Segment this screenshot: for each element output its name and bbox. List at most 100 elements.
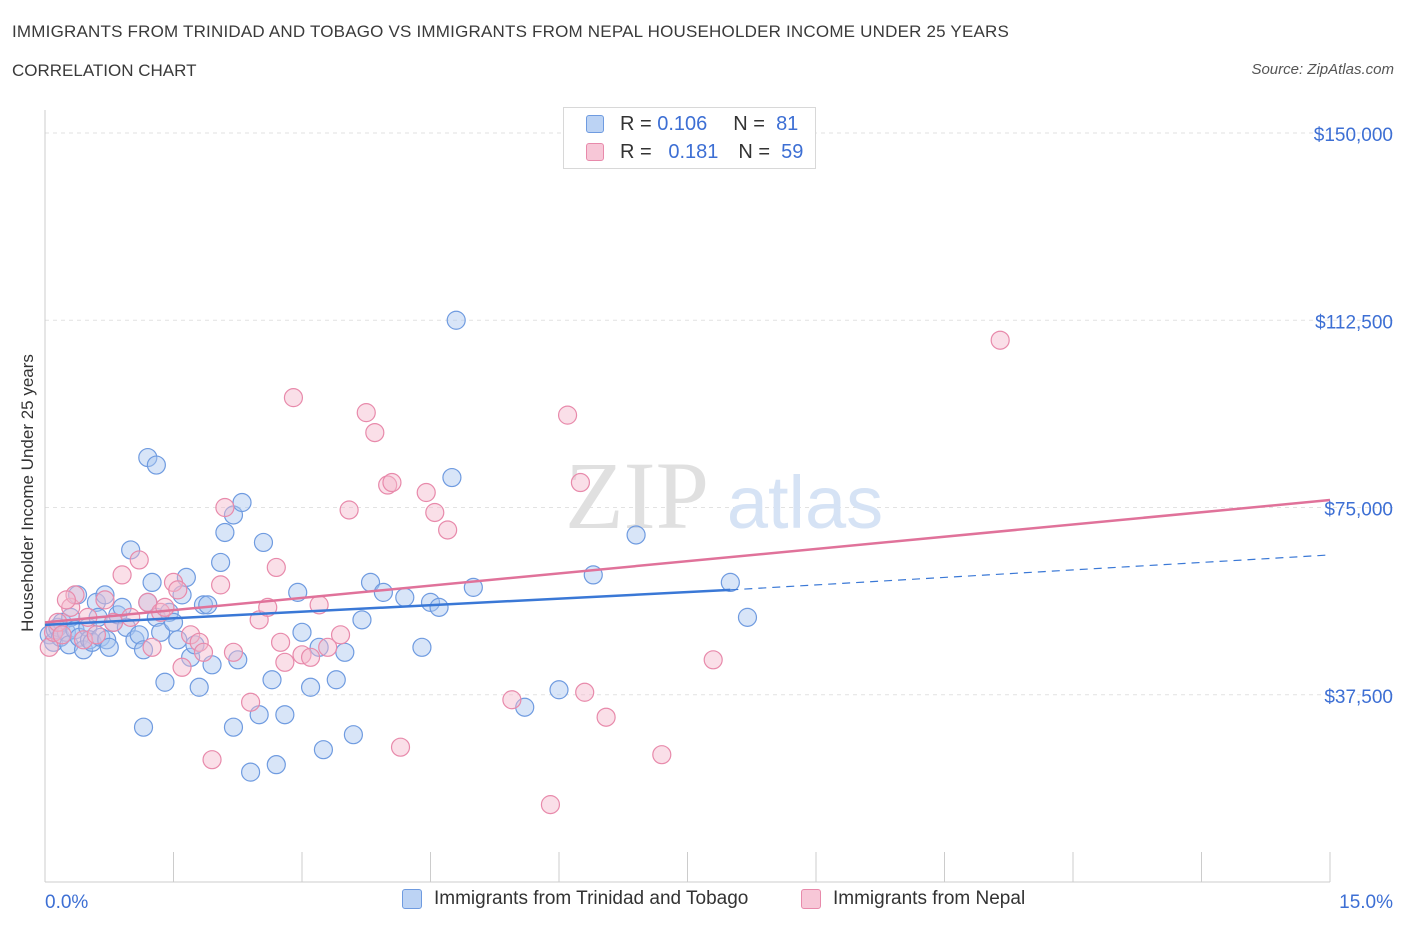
- nepal-point: [142, 637, 162, 657]
- trend-lines: [44, 498, 1331, 627]
- trinidad-point: [326, 670, 346, 690]
- series-swatch-pink: [801, 889, 821, 909]
- nepal-point: [172, 657, 192, 677]
- x-tick-label: 15.0%: [1339, 892, 1393, 913]
- trinidad-point: [549, 680, 569, 700]
- nepal-point: [575, 682, 595, 702]
- nepal-point: [318, 637, 338, 657]
- nepal-point: [52, 625, 72, 645]
- axes: [44, 110, 1331, 883]
- nepal-point: [211, 575, 231, 595]
- series-swatch-blue: [402, 889, 422, 909]
- trinidad-point: [300, 677, 321, 697]
- nepal-point: [502, 690, 522, 710]
- trinidad-trend-line: [44, 588, 731, 627]
- correlation-legend: R = 0.106 N = 81 R = 0.181 N = 59: [563, 107, 816, 169]
- trinidad-point: [352, 610, 372, 630]
- nepal-point: [258, 597, 278, 617]
- nepal-point: [416, 482, 436, 503]
- nepal-point: [356, 403, 376, 423]
- trinidad-point: [313, 740, 334, 760]
- trinidad-point: [720, 572, 740, 593]
- trinidad-point: [189, 677, 209, 697]
- watermark-atlas: atlas: [727, 461, 883, 544]
- nepal-point: [223, 642, 244, 662]
- trinidad-point: [373, 582, 393, 602]
- trinidad-trend-extension: [730, 554, 1331, 591]
- trinidad-point: [211, 552, 231, 573]
- nepal-point: [283, 388, 304, 408]
- trinidad-point: [146, 455, 166, 475]
- nepal-point: [73, 630, 94, 650]
- nepal-point: [390, 737, 411, 757]
- series-legend-trinidad: Immigrants from Trinidad and Tobago: [402, 888, 748, 910]
- nepal-point: [266, 557, 286, 578]
- trinidad-point: [429, 597, 449, 617]
- nepal-point: [241, 692, 261, 712]
- legend-n-label: N =: [738, 140, 771, 163]
- trinidad-point: [292, 622, 312, 642]
- y-tick-label: $37,500: [1324, 687, 1393, 708]
- nepal-point: [382, 472, 402, 493]
- legend-r-value: 0.181: [668, 140, 719, 163]
- data-points: [39, 310, 1010, 815]
- trinidad-point: [155, 672, 175, 692]
- nepal-point: [39, 637, 59, 657]
- trinidad-point: [253, 532, 274, 553]
- y-tick-label: $150,000: [1314, 125, 1393, 146]
- trinidad-point: [151, 622, 171, 642]
- nepal-point: [112, 565, 132, 585]
- trinidad-point: [193, 595, 214, 615]
- trinidad-point: [442, 467, 462, 488]
- trinidad-point: [215, 522, 235, 543]
- trinidad-point: [395, 587, 415, 607]
- legend-row-trinidad: R = 0.106 N = 81: [586, 113, 798, 135]
- series-legend-label: Immigrants from Trinidad and Tobago: [434, 888, 749, 909]
- trinidad-point: [223, 717, 244, 737]
- nepal-point: [365, 423, 385, 443]
- trinidad-point: [335, 642, 355, 662]
- grid-lines: [45, 132, 1395, 696]
- chart-title: IMMIGRANTS FROM TRINIDAD AND TOBAGO VS I…: [12, 22, 1010, 41]
- nepal-point: [540, 795, 561, 815]
- nepal-point: [121, 607, 141, 627]
- nepal-trend-line: [44, 498, 1331, 624]
- legend-n-value: 59: [781, 140, 804, 163]
- series-legend-nepal: Immigrants from Nepal: [801, 888, 1025, 910]
- x-tick-label: 0.0%: [45, 892, 88, 913]
- nepal-point: [129, 550, 149, 570]
- trinidad-point: [133, 717, 154, 737]
- y-tick-label: $75,000: [1324, 500, 1393, 521]
- nepal-point: [215, 497, 235, 518]
- nepal-point: [330, 625, 351, 645]
- trinidad-point: [737, 607, 758, 627]
- nepal-point: [425, 502, 445, 523]
- nepal-point: [339, 500, 359, 520]
- trinidad-point: [241, 762, 261, 782]
- nepal-point: [652, 745, 672, 765]
- tick-labels: $37,500 $75,000 $112,500 $150,000 0.0% 15.0%: [45, 125, 1393, 913]
- trinidad-point: [343, 725, 363, 745]
- legend-swatch-blue: [586, 115, 604, 133]
- nepal-point: [155, 597, 175, 617]
- trinidad-point: [142, 572, 162, 593]
- nepal-point: [990, 330, 1010, 350]
- watermark: ZIP atlas: [565, 442, 883, 549]
- nepal-point: [438, 520, 458, 540]
- nepal-point: [596, 707, 616, 727]
- trinidad-point: [95, 585, 115, 605]
- trinidad-point: [129, 625, 149, 645]
- trinidad-point: [232, 492, 252, 513]
- nepal-point: [95, 590, 115, 610]
- chart-subtitle: CORRELATION CHART: [12, 61, 197, 80]
- legend-r-label: R =: [620, 140, 652, 163]
- nepal-point: [202, 750, 222, 770]
- nepal-point: [275, 652, 295, 672]
- y-tick-label: $112,500: [1315, 312, 1393, 333]
- trinidad-point: [266, 755, 286, 775]
- nepal-point: [86, 625, 107, 645]
- legend-r-value: 0.106: [657, 112, 708, 135]
- series-legend: Immigrants from Trinidad and Tobago Immi…: [0, 888, 1406, 916]
- trinidad-point: [412, 637, 432, 657]
